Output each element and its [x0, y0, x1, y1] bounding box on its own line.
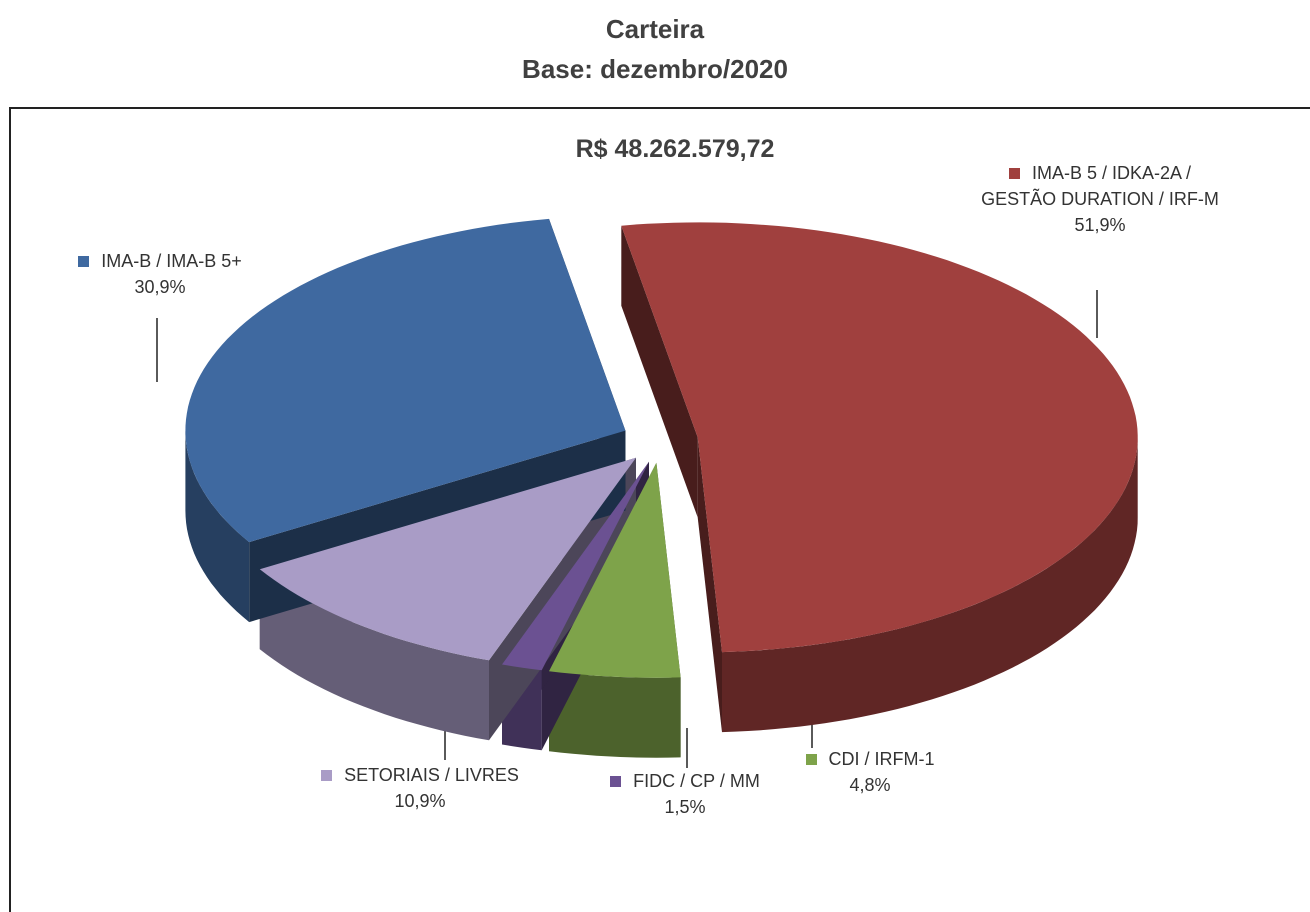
- pie-slice: [502, 461, 649, 671]
- pie-slice: [185, 218, 626, 543]
- category-name: CDI / IRFM-1: [828, 749, 935, 769]
- slice-label: FIDC / CP / MM 1,5%: [575, 768, 795, 820]
- pie-slice: [621, 222, 1138, 653]
- frame: [9, 107, 1310, 912]
- total-annotation: R$ 48.262.579,72: [576, 135, 775, 163]
- legend-swatch: [321, 770, 333, 781]
- pie-slice: [259, 457, 636, 661]
- legend-swatch: [610, 776, 622, 787]
- slice-wall: [697, 437, 722, 733]
- chart-subtitle: Base: dezembro/2020: [522, 54, 788, 84]
- category-name: IMA-B / IMA-B 5+: [101, 251, 242, 271]
- category-name: FIDC / CP / MM: [633, 771, 760, 791]
- category-name: IMA-B 5 / IDKA-2A / GESTÃO DURATION / IR…: [981, 163, 1219, 209]
- slice-tops: [185, 218, 1138, 678]
- value-label: 10,9%: [394, 791, 446, 811]
- slice-label: CDI / IRFM-1 4,8%: [770, 746, 970, 798]
- leader-lines: [156, 290, 1098, 768]
- value-label: 1,5%: [664, 797, 706, 817]
- slice-label: IMA-B / IMA-B 5+ 30,9%: [30, 248, 290, 300]
- slice-side: [259, 569, 489, 741]
- slice-side: [722, 437, 1138, 733]
- slice-wall: [621, 225, 698, 518]
- legend-swatch: [805, 754, 817, 765]
- value-label: 30,9%: [134, 277, 186, 297]
- chart-title: Carteira: [605, 14, 705, 44]
- slice-side: [185, 430, 250, 623]
- slice-label: SETORIAIS / LIVRES 10,9%: [290, 762, 550, 814]
- legend-swatch: [78, 256, 90, 267]
- value-label: 4,8%: [849, 775, 891, 795]
- category-name: SETORIAIS / LIVRES: [344, 765, 519, 785]
- slice-side: [549, 671, 681, 758]
- slice-label: IMA-B 5 / IDKA-2A / GESTÃO DURATION / IR…: [980, 160, 1220, 238]
- value-label: 51,9%: [1074, 215, 1126, 235]
- legend-swatch: [1008, 168, 1020, 179]
- pie-slice: [549, 462, 681, 678]
